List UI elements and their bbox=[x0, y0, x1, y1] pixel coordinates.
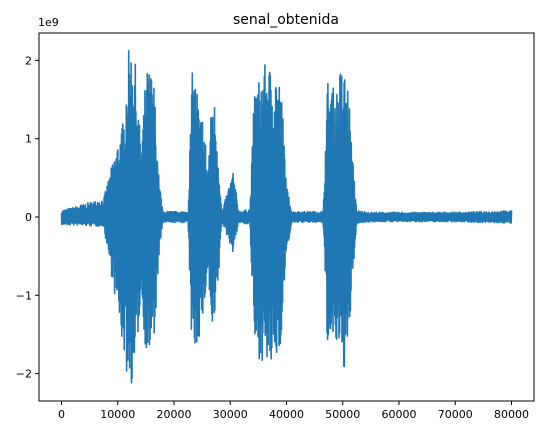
x-tick-label: 60000 bbox=[382, 408, 417, 421]
x-tick-label: 80000 bbox=[494, 408, 529, 421]
y-tick-label: −2 bbox=[16, 368, 32, 381]
y-axis: −2 −1 0 1 2 bbox=[16, 54, 39, 380]
x-tick-label: 10000 bbox=[100, 408, 135, 421]
x-tick-label: 30000 bbox=[213, 408, 248, 421]
y-tick-label: 1 bbox=[25, 133, 32, 146]
plot-area: 0 10000 20000 30000 40000 50000 60000 70000 8000… bbox=[16, 33, 534, 421]
y-tick-label: −1 bbox=[16, 289, 32, 302]
x-tick-label: 50000 bbox=[325, 408, 360, 421]
x-tick-label: 70000 bbox=[438, 408, 473, 421]
x-axis: 0 10000 20000 30000 40000 50000 60000 70000 8000… bbox=[58, 401, 529, 421]
x-tick-label: 40000 bbox=[269, 408, 304, 421]
y-tick-label: 0 bbox=[25, 211, 32, 224]
signal-line bbox=[62, 51, 512, 383]
x-tick-label: 20000 bbox=[157, 408, 192, 421]
x-tick-label: 0 bbox=[58, 408, 65, 421]
y-tick-label: 2 bbox=[25, 54, 32, 67]
signal-layer bbox=[62, 51, 512, 383]
chart-title: senal_obtenida bbox=[233, 12, 339, 28]
y-offset-label: 1e9 bbox=[38, 16, 59, 29]
